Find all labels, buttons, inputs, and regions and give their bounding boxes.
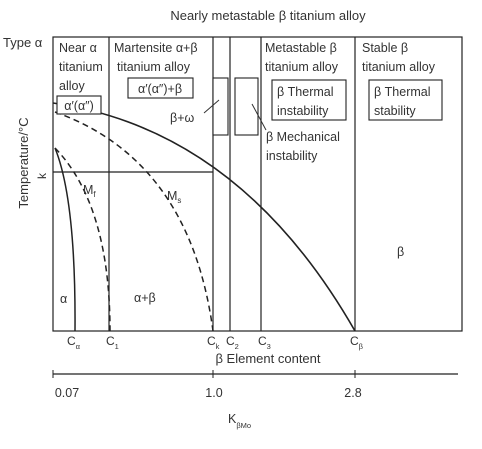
x-axis-label: β Element content: [215, 351, 320, 366]
region-alpha-beta: α+β: [134, 291, 156, 305]
alpha-prime-small-label: α′(α″): [64, 99, 94, 113]
k-axis-label: KβMo: [228, 412, 251, 430]
k-tick-label-3: 2.8: [344, 386, 361, 400]
metastable-line1: Metastable β: [265, 41, 337, 55]
k-label: k: [35, 172, 49, 179]
alpha-prime-beta-box: [127, 77, 194, 99]
mechanical-pointer: [251, 103, 267, 131]
ms-label: Ms: [167, 189, 181, 205]
thermal-instability-line1: β Thermal: [277, 85, 334, 99]
x-mark-ck: Ck: [207, 334, 220, 351]
x-mark-c-alpha: Cα: [67, 334, 81, 351]
mechanical-box: [234, 77, 259, 136]
near-alpha-line1: Near α: [59, 41, 97, 55]
beta-omega-label: β+ω: [170, 111, 194, 125]
thermal-stability-line2: stability: [374, 104, 416, 118]
thermal-stability-line1: β Thermal: [374, 85, 431, 99]
x-mark-cbeta: Cβ: [350, 334, 364, 351]
diagram-title: Nearly metastable β titanium alloy: [170, 8, 366, 23]
beta-omega-box: [212, 77, 229, 136]
type-alpha-label: Type α: [3, 35, 43, 50]
y-axis-label: Temperature/°C: [16, 117, 31, 208]
c-alpha-curve: [54, 147, 76, 332]
mechanical-instability-line2: instability: [266, 149, 318, 163]
region-alpha: α: [60, 292, 67, 306]
region-beta: β: [397, 245, 404, 259]
alpha-prime-beta-label: α′(α″)+β: [138, 82, 182, 96]
martensite-line1: Martensite α+β: [114, 41, 198, 55]
near-alpha-line3: alloy: [59, 79, 85, 93]
mf-label: Mf: [83, 183, 96, 199]
thermal-instability-box: [271, 79, 347, 121]
stable-line2: titanium alloy: [362, 60, 436, 74]
x-mark-c2: C2: [226, 334, 239, 351]
k-tick-label-1: 0.07: [55, 386, 79, 400]
beta-omega-pointer: [203, 99, 220, 114]
near-alpha-line2: titanium: [59, 60, 103, 74]
mf-curve: [54, 147, 111, 332]
k-tick-label-2: 1.0: [205, 386, 222, 400]
ms-curve: [54, 111, 214, 332]
mechanical-instability-line1: β Mechanical: [266, 130, 340, 144]
thermal-stability-box: [368, 79, 443, 121]
plot-frame: [52, 36, 463, 332]
martensite-line2: titanium alloy: [117, 60, 191, 74]
alpha-prime-small-box: [56, 95, 102, 115]
x-mark-c3: C3: [258, 334, 271, 351]
stable-line1: Stable β: [362, 41, 408, 55]
x-mark-c1: C1: [106, 334, 119, 351]
metastable-line2: titanium alloy: [265, 60, 339, 74]
beta-transus-curve: [52, 102, 356, 332]
thermal-instability-line2: instability: [277, 104, 329, 118]
